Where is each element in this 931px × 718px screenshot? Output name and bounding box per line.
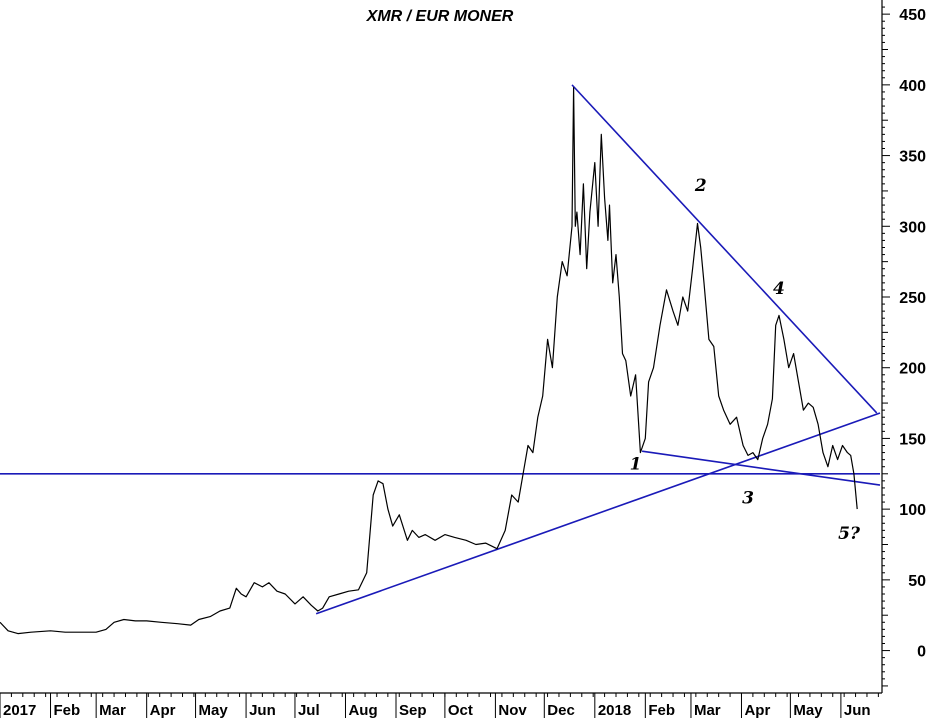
x-tick-label: Oct (448, 702, 473, 718)
x-tick-label: Nov (498, 702, 527, 718)
y-tick-label: 100 (899, 502, 926, 519)
price-line (0, 87, 858, 635)
chart-title: XMR / EUR MONER (366, 8, 514, 25)
wave-label: 2 (694, 176, 707, 196)
y-tick-label: 350 (899, 149, 926, 166)
y-tick-label: 250 (899, 290, 926, 307)
y-tick-label: 0 (917, 644, 926, 661)
x-tick-label: Jul (298, 702, 320, 718)
trendline (571, 84, 878, 414)
x-tick-label: Feb (54, 702, 81, 718)
trendline (641, 450, 881, 486)
y-tick-label: 200 (899, 361, 926, 378)
x-tick-label: Jun (249, 702, 276, 718)
annotations: 1 2 3 4 5? (630, 176, 861, 544)
y-tick-label: 300 (899, 219, 926, 236)
x-tick-label: Mar (99, 702, 126, 718)
x-tick-label: Dec (547, 702, 575, 718)
x-tick-label: Sep (399, 702, 427, 718)
x-tick-label: 2017 (3, 702, 36, 718)
x-tick-label: Feb (648, 702, 675, 718)
wave-label: 5? (838, 524, 861, 544)
y-tick-label: 50 (908, 573, 926, 590)
x-tick-label: Mar (694, 702, 721, 718)
wave-label: 3 (742, 488, 754, 508)
x-tick-label: Apr (744, 702, 770, 718)
x-tick-label: 2018 (598, 702, 631, 718)
y-tick-label: 400 (899, 78, 926, 95)
y-tick-label: 450 (899, 7, 926, 24)
wave-label: 4 (773, 279, 785, 299)
y-tick-label: 150 (899, 431, 926, 448)
wave-label: 1 (630, 455, 642, 475)
trendline (315, 412, 881, 615)
x-tick-label: May (199, 702, 229, 718)
x-tick-label: Apr (150, 702, 176, 718)
x-tick-label: Aug (348, 702, 377, 718)
x-tick-label: Jun (844, 702, 871, 718)
x-tick-label: May (793, 702, 823, 718)
series-layer (0, 87, 858, 635)
trendlines (0, 84, 881, 615)
